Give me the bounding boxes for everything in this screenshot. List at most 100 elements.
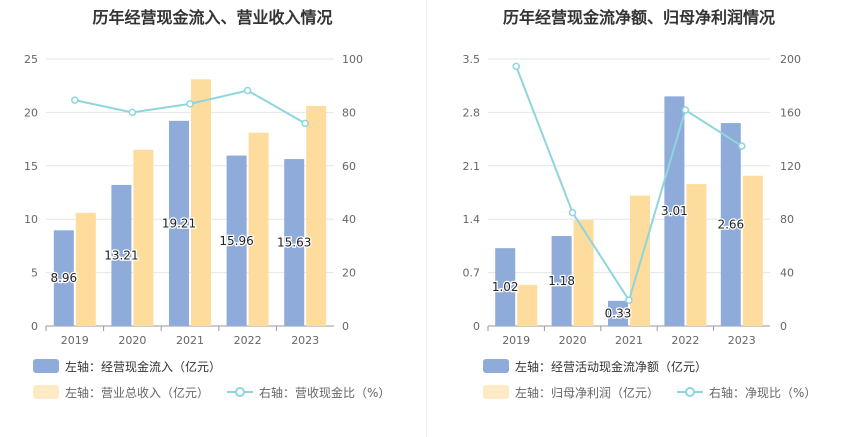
x-tick-label: 2019 [61,334,89,345]
bar-1-series0-2023 [720,123,741,326]
y-left-tick-label: 10 [24,213,38,226]
legend-swatch [33,385,59,399]
y-left-tick-label: 0 [31,320,38,333]
panel-divider [426,0,427,437]
bar-1-series0-2019 [495,248,516,326]
data-label: 19.21 [162,216,196,230]
ratio-line [515,65,743,303]
y-right-tick-label: 160 [780,106,801,119]
bar-1-series1-2020 [573,219,594,326]
x-tick-label: 2023 [728,334,756,345]
y-left-tick-label: 3.5 [463,53,481,66]
data-label: 15.96 [219,234,253,248]
x-tick-label: 2020 [118,334,146,345]
ratio-point-2021 [625,296,633,304]
x-tick-label: 2022 [234,334,262,345]
chart-title: 历年经营现金流入、营业收入情况 [92,8,333,27]
bar-1-series1-2023 [742,175,763,326]
legend-label: 左轴：营业总收入（亿元） [65,385,210,400]
ratio-point-2022 [243,86,252,95]
ratio-point-2022 [681,106,690,114]
y-left-tick-label: 2.1 [463,160,481,173]
legend-marker [685,387,696,397]
y-right-tick-label: 120 [780,160,801,173]
legend-right: 左轴：经营活动现金流净额（亿元） 左轴：归母净利润（亿元） 右轴：净现比（%） [483,353,834,405]
legend-line-swatch [677,387,704,397]
legend-swatch [483,385,509,399]
data-label: 13.21 [104,248,138,262]
x-tick-label: 2021 [176,334,204,345]
y-right-tick-label: 200 [780,53,801,66]
legend-label: 右轴：营收现金比（%） [259,385,391,400]
y-left-tick-label: 0.7 [463,267,481,280]
legend-label: 右轴：净现比（%） [709,385,817,400]
ratio-point-2023 [738,142,746,150]
y-right-tick-label: 20 [342,267,356,280]
legend-line-swatch [227,387,254,397]
bar-0-series0-2023 [284,159,305,326]
bar-0-series0-2021 [169,120,189,327]
bar-0-series0-2020 [111,184,132,326]
ratio-point-2020 [568,208,577,217]
bar-0-series1-2022 [248,132,269,326]
data-label: 1.02 [492,280,519,294]
legend-swatch [33,359,59,373]
legend-item-net-profit[interactable]: 左轴：归母净利润（亿元） [483,384,659,401]
y-right-tick-label: 40 [342,213,356,226]
legend-item-cash-inflow[interactable]: 左轴：经营现金流入（亿元） [33,358,221,375]
data-label: 8.96 [50,271,77,285]
y-right-tick-label: 0 [780,320,787,333]
y-left-tick-label: 1.4 [463,213,481,226]
ratio-point-2023 [301,119,309,128]
chart-svg-left: 0 0 5 20 10 40 15 60 20 80 25 100 2019 8.96 2020 13.21 2… [24,53,363,345]
bar-1-series0-2022 [664,96,685,326]
chart-panel-right: 历年经营现金流净额、归母净利润情况 0 0 0.7 40 1.4 80 2.1 120 2.8 1… [428,0,850,437]
bar-0-series1-2019 [75,212,96,326]
ratio-point-2021 [186,100,194,108]
y-right-tick-label: 100 [342,53,363,66]
bar-1-series1-2022 [686,184,707,326]
bar-0-series1-2020 [133,149,154,326]
ratio-point-2019 [71,96,79,104]
legend-item-net-cash-ratio[interactable]: 右轴：净现比（%） [677,384,816,401]
legend-item-cash-ratio[interactable]: 右轴：营收现金比（%） [227,384,390,401]
legend-marker [235,387,246,397]
y-left-tick-label: 15 [24,160,38,173]
y-left-tick-label: 25 [24,53,38,66]
bar-0-series0-2022 [226,155,247,326]
x-tick-label: 2021 [615,334,643,345]
legend-item-revenue[interactable]: 左轴：营业总收入（亿元） [33,384,209,401]
x-tick-label: 2020 [559,334,587,345]
bar-0-series1-2023 [306,105,327,326]
y-left-tick-label: 2.8 [463,106,481,119]
legend-item-net-cash-flow[interactable]: 左轴：经营活动现金流净额（亿元） [483,358,707,375]
data-label: 1.18 [548,274,575,288]
data-label: 2.66 [717,218,744,232]
y-left-tick-label: 5 [31,267,38,280]
y-right-tick-label: 60 [342,160,356,173]
y-left-tick-label: 0 [473,320,480,333]
ratio-point-2019 [512,62,520,71]
data-label: 3.01 [661,204,688,218]
legend-label: 左轴：经营活动现金流净额（亿元） [515,359,708,374]
chart-title: 历年经营现金流净额、归母净利润情况 [502,8,775,27]
legend-label: 左轴：经营现金流入（亿元） [65,359,222,374]
x-tick-label: 2019 [502,334,530,345]
ratio-point-2020 [128,108,137,117]
bar-1-series0-2021 [608,300,628,326]
legend-label: 左轴：归母净利润（亿元） [515,385,660,400]
y-right-tick-label: 0 [342,320,349,333]
chart-panel-left: 历年经营现金流入、营业收入情况 0 0 5 20 10 40 15 60 20 80 25 100 20… [24,8,408,405]
bar-0-series0-2019 [53,230,74,326]
bar-1-series0-2020 [551,235,572,326]
x-tick-label: 2023 [291,334,319,345]
bar-0-series1-2021 [191,79,211,327]
chart-svg-right: 0 0 0.7 40 1.4 80 2.1 120 2.8 160 3.5 200 2019 1.02 20… [463,53,802,345]
y-right-tick-label: 80 [342,106,356,119]
x-tick-label: 2022 [671,334,699,345]
y-left-tick-label: 20 [24,106,38,119]
data-label: 15.63 [277,236,311,250]
y-right-tick-label: 80 [780,213,794,226]
legend-left: 左轴：经营现金流入（亿元） 左轴：营业总收入（亿元） 右轴：营收现金比（%） [33,353,408,405]
data-label: 0.33 [605,306,632,320]
